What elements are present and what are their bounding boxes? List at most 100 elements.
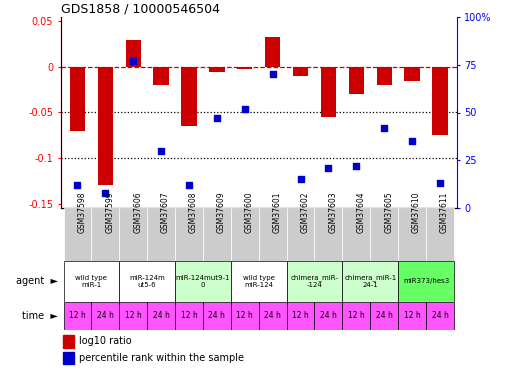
Text: 12 h: 12 h bbox=[292, 311, 309, 320]
Text: 24 h: 24 h bbox=[209, 311, 225, 320]
Bar bbox=[203, 208, 231, 261]
Point bbox=[157, 148, 165, 154]
Point bbox=[129, 58, 137, 64]
Point bbox=[296, 176, 305, 182]
Point bbox=[213, 115, 221, 121]
Text: GSM37598: GSM37598 bbox=[78, 192, 87, 233]
Text: GSM37602: GSM37602 bbox=[300, 192, 309, 233]
Text: log10 ratio: log10 ratio bbox=[79, 336, 131, 346]
Bar bbox=[432, 67, 448, 135]
Bar bbox=[231, 302, 259, 330]
Text: chimera_miR-
-124: chimera_miR- -124 bbox=[290, 274, 338, 288]
Text: miR-124mut9-1
0: miR-124mut9-1 0 bbox=[176, 275, 230, 288]
Text: wild type
miR-124: wild type miR-124 bbox=[243, 275, 275, 288]
Bar bbox=[376, 67, 392, 85]
Text: miR373/hes3: miR373/hes3 bbox=[403, 278, 449, 284]
Bar bbox=[203, 302, 231, 330]
Bar bbox=[63, 335, 74, 348]
Point bbox=[185, 182, 193, 188]
Point bbox=[241, 106, 249, 112]
Text: GSM37608: GSM37608 bbox=[189, 192, 198, 233]
Bar bbox=[398, 302, 426, 330]
Point bbox=[380, 125, 389, 131]
Bar bbox=[342, 302, 370, 330]
Bar bbox=[348, 67, 364, 94]
Text: GSM37605: GSM37605 bbox=[384, 192, 393, 233]
Bar bbox=[91, 208, 119, 261]
Text: GSM37601: GSM37601 bbox=[272, 192, 281, 233]
Bar bbox=[370, 208, 398, 261]
Bar bbox=[293, 67, 308, 76]
Bar bbox=[426, 302, 454, 330]
Point bbox=[324, 165, 333, 171]
Point bbox=[436, 180, 444, 186]
Bar bbox=[342, 261, 398, 302]
Bar bbox=[426, 208, 454, 261]
Bar bbox=[63, 352, 74, 364]
Text: GSM37611: GSM37611 bbox=[440, 192, 449, 233]
Bar bbox=[181, 67, 196, 126]
Bar bbox=[98, 67, 113, 185]
Text: GSM37604: GSM37604 bbox=[356, 192, 365, 233]
Bar bbox=[175, 261, 231, 302]
Bar bbox=[287, 208, 315, 261]
Bar bbox=[315, 302, 342, 330]
Bar bbox=[315, 208, 342, 261]
Bar bbox=[63, 208, 91, 261]
Bar bbox=[259, 208, 287, 261]
Bar bbox=[398, 261, 454, 302]
Bar bbox=[119, 261, 175, 302]
Text: GDS1858 / 10000546504: GDS1858 / 10000546504 bbox=[61, 3, 220, 16]
Bar bbox=[287, 261, 342, 302]
Text: 24 h: 24 h bbox=[264, 311, 281, 320]
Point bbox=[101, 190, 110, 196]
Bar bbox=[147, 208, 175, 261]
Point bbox=[268, 71, 277, 77]
Text: GSM37600: GSM37600 bbox=[245, 192, 254, 233]
Bar bbox=[231, 208, 259, 261]
Text: 24 h: 24 h bbox=[97, 311, 114, 320]
Bar bbox=[154, 67, 169, 85]
Text: GSM37606: GSM37606 bbox=[133, 192, 142, 233]
Point bbox=[73, 182, 82, 188]
Text: miR-124m
ut5-6: miR-124m ut5-6 bbox=[129, 275, 165, 288]
Text: 24 h: 24 h bbox=[376, 311, 393, 320]
Text: 12 h: 12 h bbox=[348, 311, 365, 320]
Text: wild type
miR-1: wild type miR-1 bbox=[76, 275, 107, 288]
Bar bbox=[119, 208, 147, 261]
Bar bbox=[147, 302, 175, 330]
Point bbox=[352, 163, 361, 169]
Bar bbox=[119, 302, 147, 330]
Text: GSM37607: GSM37607 bbox=[161, 192, 170, 233]
Text: 12 h: 12 h bbox=[237, 311, 253, 320]
Bar bbox=[91, 302, 119, 330]
Text: 12 h: 12 h bbox=[404, 311, 420, 320]
Text: 24 h: 24 h bbox=[153, 311, 169, 320]
Bar bbox=[404, 67, 420, 81]
Text: 24 h: 24 h bbox=[431, 311, 448, 320]
Bar bbox=[175, 302, 203, 330]
Text: 12 h: 12 h bbox=[125, 311, 142, 320]
Text: GSM37609: GSM37609 bbox=[217, 192, 226, 233]
Bar bbox=[63, 302, 91, 330]
Bar bbox=[237, 67, 252, 69]
Bar bbox=[70, 67, 85, 131]
Text: 24 h: 24 h bbox=[320, 311, 337, 320]
Text: agent  ►: agent ► bbox=[16, 276, 58, 286]
Text: time  ►: time ► bbox=[22, 311, 58, 321]
Bar bbox=[126, 40, 141, 67]
Text: 12 h: 12 h bbox=[69, 311, 86, 320]
Text: GSM37599: GSM37599 bbox=[106, 192, 115, 233]
Bar bbox=[342, 208, 370, 261]
Bar bbox=[265, 37, 280, 67]
Text: GSM37610: GSM37610 bbox=[412, 192, 421, 233]
Text: 12 h: 12 h bbox=[181, 311, 197, 320]
Bar bbox=[287, 302, 315, 330]
Bar bbox=[370, 302, 398, 330]
Text: GSM37603: GSM37603 bbox=[328, 192, 337, 233]
Point bbox=[408, 138, 416, 144]
Bar bbox=[209, 67, 224, 72]
Bar bbox=[63, 261, 119, 302]
Bar bbox=[175, 208, 203, 261]
Text: percentile rank within the sample: percentile rank within the sample bbox=[79, 353, 243, 363]
